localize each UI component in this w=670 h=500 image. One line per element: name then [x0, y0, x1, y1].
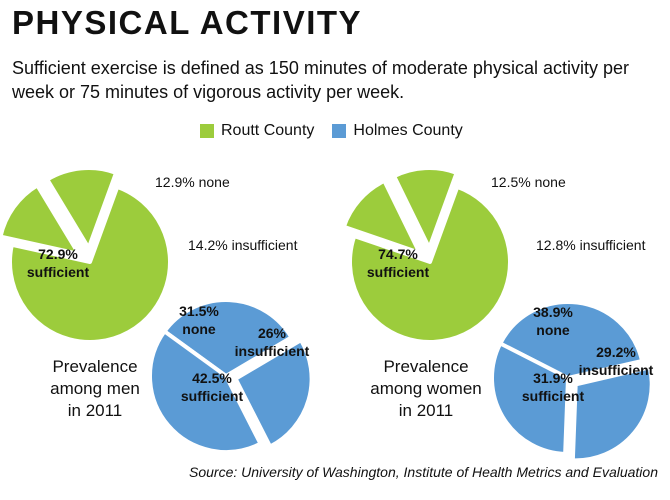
- pie-label-line: none: [536, 322, 570, 338]
- legend-item-holmes: Holmes County: [332, 122, 463, 140]
- pie-label-line: 29.2%: [596, 344, 636, 360]
- pie-label-line: 12.9% none: [155, 174, 230, 190]
- pie-label-holmes-county-insufficient: 26% insufficient: [235, 325, 310, 359]
- legend-item-routt: Routt County: [200, 122, 314, 140]
- panel-label-women-line: among women: [370, 379, 482, 398]
- pie-slice-holmes-county-insufficient: [233, 338, 314, 449]
- pie-label-holmes-county-sufficient: 42.5% sufficient: [181, 370, 244, 404]
- panel-label-women-line: in 2011: [398, 401, 454, 420]
- panel-label-women: Prevalence among women in 2011: [356, 356, 496, 422]
- pie-label-line: 12.5% none: [491, 174, 566, 190]
- pie-label-line: 38.9%: [533, 304, 573, 320]
- pie-label-line: 31.9%: [533, 370, 573, 386]
- panel-label-women-line: Prevalence: [383, 357, 469, 376]
- pie-label-line: sufficient: [181, 388, 244, 404]
- pie-label-holmes-county-sufficient: 31.9% sufficient: [522, 370, 585, 404]
- pie-label-holmes-county-insufficient: 29.2% insufficient: [579, 344, 654, 378]
- source-note: Source: University of Washington, Instit…: [189, 464, 658, 480]
- pie-label-line: 26%: [258, 325, 287, 341]
- pie-label-line: 31.5%: [179, 303, 219, 319]
- subtitle: Sufficient exercise is defined as 150 mi…: [12, 58, 629, 102]
- pie-label-line: none: [182, 321, 216, 337]
- pie-label-routt-county-sufficient: 74.7% sufficient: [367, 246, 430, 280]
- pie-slice-holmes-county-insufficient: [570, 365, 654, 463]
- pie-label-routt-county-insufficient: 12.8% insufficient: [536, 237, 646, 253]
- legend-label-holmes: Holmes County: [353, 122, 463, 139]
- pie-label-holmes-county-none: 31.5% none: [179, 303, 219, 337]
- pie-slice-routt-county-sufficient: [8, 184, 172, 344]
- pie-label-routt-county-insufficient: 14.2% insufficient: [188, 237, 298, 253]
- pie-slice-routt-county-insufficient: [392, 166, 459, 251]
- pie-label-routt-county-none: 12.5% none: [491, 174, 566, 190]
- legend-swatch-routt: [200, 124, 214, 138]
- pie-label-routt-county-none: 12.9% none: [155, 174, 230, 190]
- pie-label-line: 72.9%: [38, 246, 78, 262]
- panel-label-men: Prevalence among men in 2011: [30, 356, 160, 422]
- pie-label-line: sufficient: [522, 388, 585, 404]
- pie-slice-holmes-county-sufficient: [490, 341, 570, 456]
- panel-label-men-line: in 2011: [67, 401, 123, 420]
- pie-label-line: sufficient: [367, 264, 430, 280]
- pie-label-holmes-county-none: 38.9% none: [533, 304, 573, 338]
- chart-legend: Routt County Holmes County: [200, 122, 481, 140]
- pie-label-line: 14.2% insufficient: [188, 237, 298, 253]
- pie-label-routt-county-sufficient: 72.9% sufficient: [27, 246, 90, 280]
- pie-slice-holmes-county-none: [498, 300, 645, 380]
- pie-slice-holmes-county-none: [162, 298, 294, 378]
- legend-label-routt: Routt County: [221, 122, 315, 139]
- legend-swatch-holmes: [332, 124, 347, 138]
- pie-label-line: sufficient: [27, 264, 90, 280]
- pie-label-line: insufficient: [579, 362, 654, 378]
- pie-label-line: 74.7%: [378, 246, 418, 262]
- pie-slice-routt-county-none: [341, 178, 422, 255]
- pie-slice-routt-county-sufficient: [348, 184, 512, 344]
- pie-slice-routt-county-insufficient: [45, 166, 119, 251]
- page-title: PHYSICAL ACTIVITY: [12, 4, 363, 41]
- panel-label-men-line: among men: [50, 379, 140, 398]
- pie-slice-routt-county-none: [0, 183, 81, 256]
- pie-label-line: insufficient: [235, 343, 310, 359]
- pie-label-line: 42.5%: [192, 370, 232, 386]
- panel-label-men-line: Prevalence: [52, 357, 138, 376]
- pie-label-line: 12.8% insufficient: [536, 237, 646, 253]
- pie-slice-holmes-county-sufficient: [148, 329, 263, 454]
